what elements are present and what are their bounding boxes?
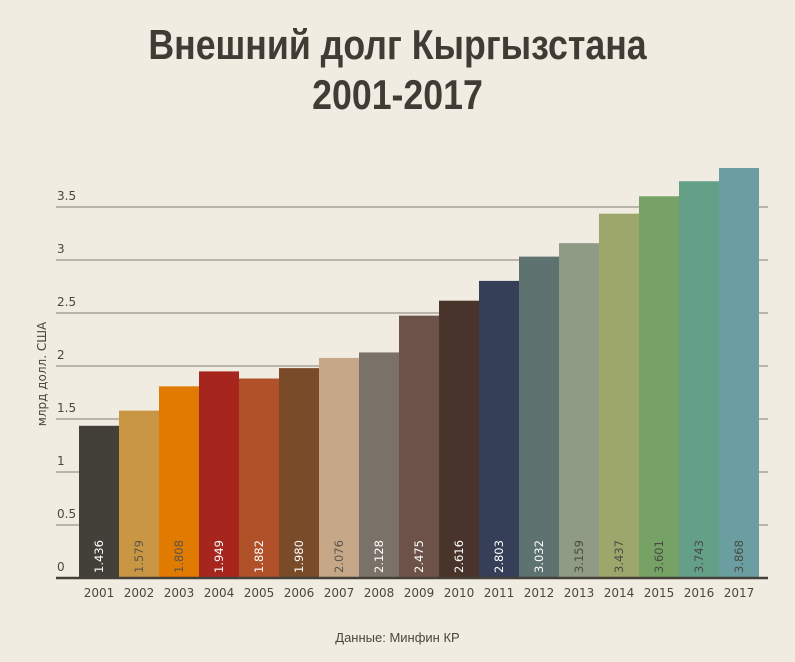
data-label: 3.601: [652, 540, 666, 573]
bar-2004: [199, 371, 239, 578]
data-label: 3.159: [572, 540, 586, 573]
x-tick-label: 2001: [84, 586, 115, 600]
x-tick-label: 2016: [684, 586, 715, 600]
y-tick-label: 0.5: [57, 507, 76, 521]
bar-2014: [599, 213, 639, 579]
y-tick-label: 3: [57, 242, 65, 256]
data-label: 1.882: [252, 540, 266, 573]
bar-2005: [239, 378, 279, 578]
chart-title-line-1: Внешний долг Кыргызстана: [148, 21, 647, 68]
y-tick-label: 2: [57, 348, 65, 362]
data-label: 3.437: [612, 540, 626, 573]
x-tick-label: 2017: [724, 586, 755, 600]
x-tick-label: 2015: [644, 586, 675, 600]
source-note: Данные: Минфин КР: [335, 630, 460, 645]
data-label: 2.128: [372, 540, 386, 573]
data-label: 2.803: [492, 540, 506, 573]
x-tick-label: 2003: [164, 586, 195, 600]
bar-2006: [279, 368, 319, 578]
bar-2008: [359, 352, 399, 578]
data-label: 1.949: [212, 540, 226, 573]
y-tick-label: 2.5: [57, 295, 76, 309]
data-label: 1.980: [292, 540, 306, 573]
x-tick-label: 2007: [324, 586, 355, 600]
data-label: 1.579: [132, 540, 146, 573]
bar-2003: [159, 386, 199, 578]
data-label: 1.808: [172, 540, 186, 573]
bar-2015: [639, 196, 679, 578]
x-tick-label: 2006: [284, 586, 315, 600]
data-label: 3.032: [532, 540, 546, 573]
x-tick-label: 2009: [404, 586, 435, 600]
data-label: 1.436: [92, 540, 106, 573]
x-tick-label: 2008: [364, 586, 395, 600]
x-tick-label: 2004: [204, 586, 235, 600]
data-label: 3.868: [732, 540, 746, 573]
y-tick-label: 3.5: [57, 189, 76, 203]
x-tick-label: 2005: [244, 586, 275, 600]
chart-title: Внешний долг Кыргызстана 2001-2017: [60, 20, 736, 120]
data-label: 2.616: [452, 540, 466, 573]
bar-2017: [719, 167, 759, 578]
bar-2012: [519, 256, 559, 578]
bar-2007: [319, 357, 359, 578]
x-tick-label: 2014: [604, 586, 635, 600]
x-tick-label: 2013: [564, 586, 595, 600]
data-label: 2.475: [412, 540, 426, 573]
data-label: 2.076: [332, 540, 346, 573]
x-tick-label: 2012: [524, 586, 555, 600]
y-axis-label: млрд долл. США: [35, 321, 49, 426]
x-tick-label: 2010: [444, 586, 475, 600]
chart-title-line-2: 2001-2017: [312, 71, 483, 118]
bar-2002: [119, 410, 159, 578]
bar-2013: [559, 243, 599, 578]
bar-2016: [679, 181, 719, 578]
y-tick-label: 1.5: [57, 401, 76, 415]
y-tick-label: 0: [57, 560, 65, 574]
bar-2011: [479, 280, 519, 578]
y-tick-label: 1: [57, 454, 65, 468]
bar-2009: [399, 315, 439, 578]
x-tick-label: 2002: [124, 586, 155, 600]
x-tick-label: 2011: [484, 586, 515, 600]
bar-2010: [439, 300, 479, 578]
bar-2001: [79, 425, 119, 578]
data-label: 3.743: [692, 540, 706, 573]
